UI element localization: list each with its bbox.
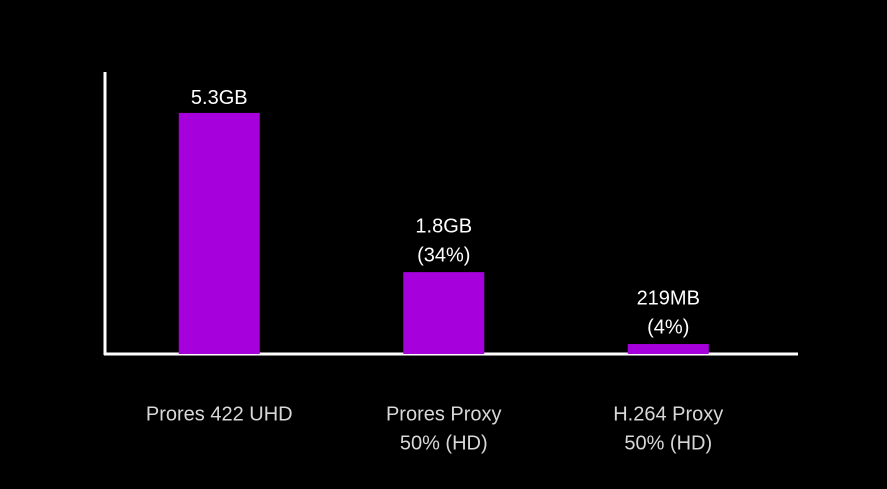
x-tick-label: Prores Proxy bbox=[386, 403, 502, 425]
bar bbox=[627, 344, 709, 354]
value-label: 5.3GB bbox=[191, 87, 248, 109]
percent-label: (34%) bbox=[417, 244, 470, 266]
x-tick-label: H.264 Proxy bbox=[613, 403, 723, 425]
x-tick-label: 50% (HD) bbox=[624, 432, 712, 454]
x-tick-label: Prores 422 UHD bbox=[146, 403, 293, 425]
value-label: 1.8GB bbox=[415, 215, 472, 237]
percent-label: (4%) bbox=[647, 316, 689, 338]
bar bbox=[178, 112, 260, 354]
value-label: 219MB bbox=[637, 287, 700, 309]
bar bbox=[403, 272, 485, 354]
x-tick-label: 50% (HD) bbox=[400, 432, 488, 454]
